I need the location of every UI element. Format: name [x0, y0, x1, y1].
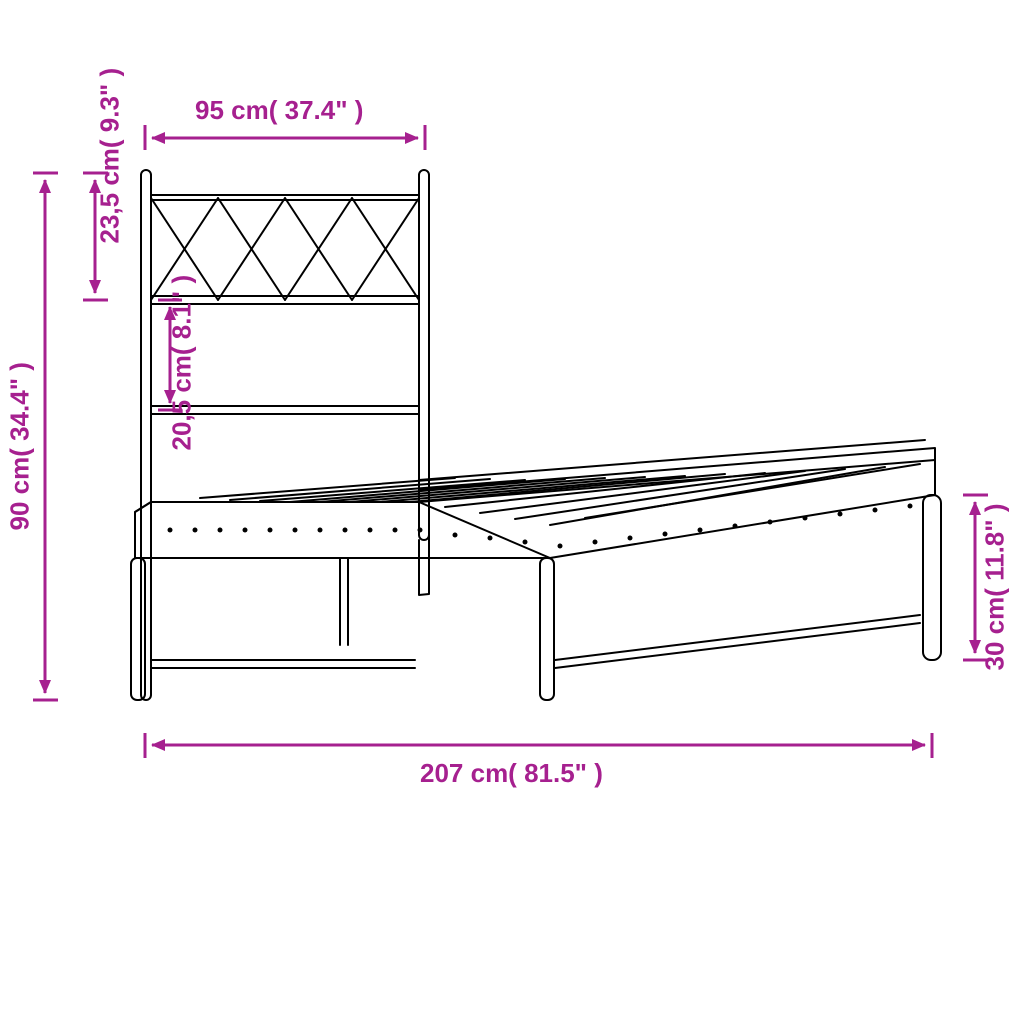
- dim-height-inner: 20,5 cm( 8.1" ): [167, 271, 198, 451]
- dim-height-total: 90 cm( 34.4" ): [5, 351, 36, 531]
- dim-height-upper: 23,5 cm( 9.3" ): [95, 54, 126, 244]
- bed-frame: [131, 170, 941, 700]
- dim-height-right: 30 cm( 11.8" ): [980, 491, 1011, 671]
- dim-width-top: 95 cm( 37.4" ): [195, 95, 363, 126]
- technical-drawing: [0, 0, 1024, 1024]
- dim-length-bottom: 207 cm( 81.5" ): [420, 758, 603, 789]
